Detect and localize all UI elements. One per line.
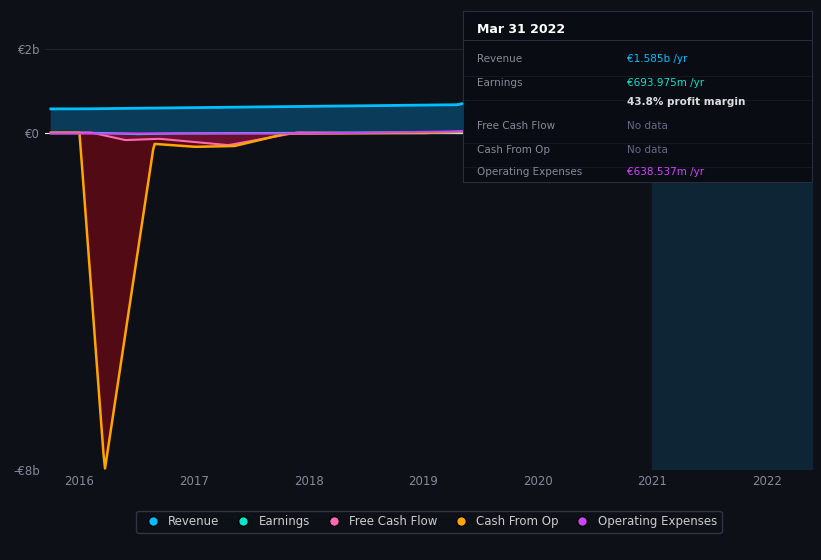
Text: No data: No data xyxy=(627,144,668,155)
Bar xyxy=(653,28,821,470)
Text: Cash From Op: Cash From Op xyxy=(477,144,550,155)
Text: €1.585b /yr: €1.585b /yr xyxy=(627,54,687,64)
Text: Operating Expenses: Operating Expenses xyxy=(477,167,582,177)
Text: €638.537m /yr: €638.537m /yr xyxy=(627,167,704,177)
Text: Revenue: Revenue xyxy=(477,54,522,64)
Text: 43.8% profit margin: 43.8% profit margin xyxy=(627,97,745,107)
Legend: Revenue, Earnings, Free Cash Flow, Cash From Op, Operating Expenses: Revenue, Earnings, Free Cash Flow, Cash … xyxy=(136,511,722,533)
Text: €693.975m /yr: €693.975m /yr xyxy=(627,78,704,88)
Text: No data: No data xyxy=(627,120,668,130)
Text: Free Cash Flow: Free Cash Flow xyxy=(477,120,555,130)
Text: Mar 31 2022: Mar 31 2022 xyxy=(477,23,565,36)
Text: Earnings: Earnings xyxy=(477,78,522,88)
